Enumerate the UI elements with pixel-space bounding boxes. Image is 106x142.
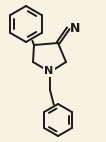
Text: N: N (70, 22, 81, 35)
Text: N: N (44, 66, 54, 76)
